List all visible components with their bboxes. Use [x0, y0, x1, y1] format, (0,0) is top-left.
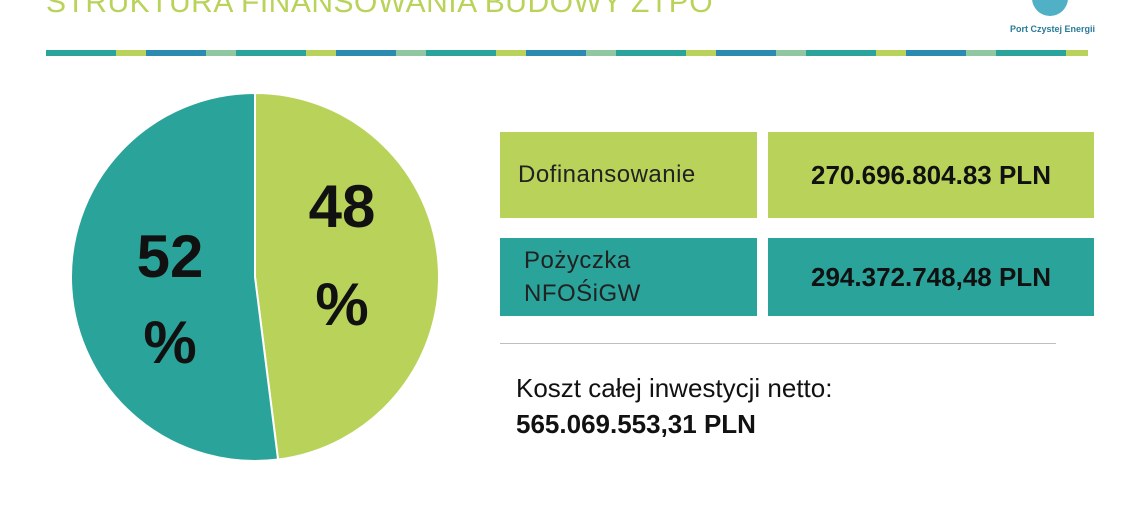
logo-text: Port Czystej Energii: [1010, 24, 1096, 34]
dofinansowanie-label: Dofinansowanie: [518, 161, 696, 188]
dofinansowanie-value-cell: 270.696.804.83 PLN: [768, 132, 1094, 218]
pie-slice-green: [254, 91, 441, 461]
dofinansowanie-label-cell: Dofinansowanie: [500, 132, 757, 218]
pozyczka-value: 294.372.748,48 PLN: [811, 261, 1051, 292]
dofinansowanie-value: 270.696.804.83 PLN: [811, 159, 1051, 190]
table-row-pozyczka: Pożyczka NFOŚiGW 294.372.748,48 PLN: [500, 238, 1094, 316]
logo-mark-icon: [1032, 0, 1068, 16]
pozyczka-label-line1: Pożyczka: [524, 247, 631, 274]
pie-label-52-number: 52: [137, 223, 204, 290]
pozyczka-label-line2: NFOŚiGW: [524, 280, 641, 307]
pie-label-48-number: 48: [309, 173, 376, 240]
total-value: 565.069.553,31 PLN: [516, 409, 756, 439]
pie-chart: 48 % 52 %: [70, 91, 441, 462]
pie-slice-teal: [70, 91, 280, 462]
header-divider: [46, 50, 1088, 56]
summary-divider: [500, 343, 1056, 344]
pie-label-48-percent: %: [315, 271, 368, 338]
total-label: Koszt całej inwestycji netto:: [516, 373, 833, 403]
table-row-dofinansowanie: Dofinansowanie 270.696.804.83 PLN: [500, 132, 1094, 218]
pozyczka-label-cell: Pożyczka NFOŚiGW: [500, 238, 757, 316]
logo: Port Czystej Energii: [1010, 0, 1096, 40]
page-title: STRUKTURA FINANSOWANIA BUDOWY ZTPO: [46, 0, 714, 19]
pie-label-52-percent: %: [143, 309, 196, 376]
pozyczka-value-cell: 294.372.748,48 PLN: [768, 238, 1094, 316]
pozyczka-label: Pożyczka NFOŚiGW: [524, 244, 641, 310]
